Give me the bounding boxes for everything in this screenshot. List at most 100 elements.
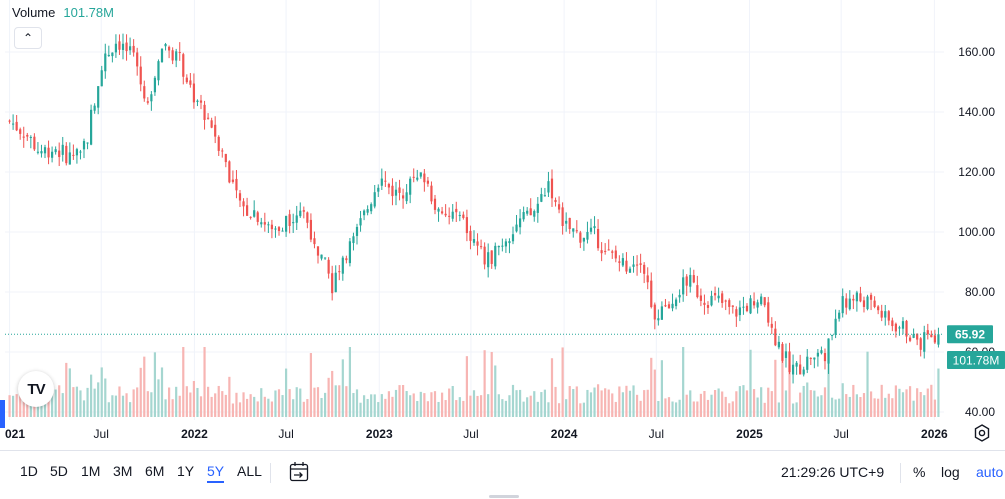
candle-body	[214, 124, 217, 137]
volume-bar	[8, 395, 11, 417]
candle-body	[852, 298, 855, 301]
candle-body	[178, 52, 181, 54]
candle-body	[341, 257, 344, 274]
x-tick-label: 2023	[366, 427, 393, 441]
candle-body	[189, 80, 192, 85]
range-1y-button[interactable]: 1Y	[177, 463, 195, 479]
candle-body	[795, 362, 798, 367]
range-5d-button[interactable]: 5D	[50, 463, 68, 479]
candle-body	[827, 338, 830, 364]
x-tick-label: 2026	[921, 427, 948, 441]
candle-body	[859, 293, 862, 302]
volume-bar	[377, 402, 380, 417]
calendar-goto-icon[interactable]	[289, 461, 309, 483]
range-5y-button[interactable]: 5Y	[207, 463, 225, 483]
candle-body	[791, 364, 795, 375]
candle-body	[855, 292, 858, 302]
volume-bar	[667, 397, 671, 417]
volume-bar	[674, 402, 678, 417]
log-toggle[interactable]: log	[941, 464, 960, 480]
volume-bar	[387, 391, 391, 417]
volume-bar	[614, 401, 617, 417]
volume-bar	[221, 391, 224, 417]
candle-body	[433, 198, 437, 210]
range-1d-button[interactable]: 1D	[20, 463, 38, 479]
volume-bar	[309, 353, 313, 417]
candle-body	[653, 304, 656, 320]
candle-body	[146, 101, 149, 103]
volume-bar	[235, 392, 238, 417]
settings-icon[interactable]	[973, 424, 991, 442]
candle-body	[348, 241, 352, 264]
collapse-legend-button[interactable]: ⌃	[14, 27, 42, 49]
volume-bar	[880, 384, 883, 417]
price-badge	[947, 325, 993, 344]
toolbar-divider	[270, 463, 271, 483]
candle-body	[249, 216, 252, 218]
percent-toggle[interactable]: %	[913, 464, 926, 480]
range-3m-button[interactable]: 3M	[113, 463, 133, 479]
range-1m-button[interactable]: 1M	[81, 463, 101, 479]
volume-bar	[526, 397, 529, 417]
volume-bar	[845, 394, 848, 417]
volume-bar	[320, 397, 323, 417]
volume-bar	[894, 385, 897, 417]
candle-body	[877, 306, 880, 311]
volume-bar	[795, 402, 798, 417]
tradingview-logo-icon[interactable]: TV	[18, 371, 54, 407]
candle-body	[479, 246, 483, 248]
volume-bar	[61, 393, 64, 417]
volume-bar	[745, 390, 749, 417]
candle-body	[526, 210, 529, 214]
candle-body	[504, 241, 508, 247]
range-6m-button[interactable]: 6M	[145, 463, 165, 479]
volume-bar	[841, 383, 844, 417]
candle-body	[306, 212, 309, 223]
candle-body	[838, 312, 841, 319]
candle-body	[93, 105, 96, 111]
left-scroll-handle[interactable]	[0, 400, 5, 428]
volume-bar	[426, 401, 430, 417]
volume-bar	[114, 395, 118, 417]
volume-bar	[206, 386, 210, 417]
candle-body	[894, 323, 897, 332]
volume-bar	[267, 398, 270, 417]
clock-readout[interactable]: 21:29:26 UTC+9	[781, 464, 885, 480]
volume-bar	[685, 394, 688, 417]
volume-bar	[299, 388, 302, 417]
resize-handle[interactable]	[489, 495, 519, 498]
candle-body	[118, 41, 121, 50]
volume-bar	[288, 389, 291, 417]
volume-bar	[820, 395, 823, 417]
volume-bar	[501, 399, 504, 417]
candle-body	[416, 177, 419, 180]
volume-bar	[689, 390, 692, 417]
candle-body	[36, 151, 40, 153]
volume-bar	[263, 396, 266, 417]
volume-bar	[189, 392, 192, 417]
volume-bar	[334, 385, 337, 417]
candle-body	[455, 208, 458, 213]
candle-body	[614, 250, 617, 259]
candle-body	[884, 311, 887, 318]
candle-body	[678, 294, 681, 298]
volume-bar	[68, 368, 71, 417]
volume-bar	[543, 389, 546, 417]
volume-bar	[231, 403, 235, 417]
price-chart[interactable]: 40.0060.0080.00100.00120.00140.00160.000…	[0, 0, 1005, 450]
candle-body	[167, 46, 171, 51]
volume-bar	[171, 399, 174, 417]
volume-bar	[561, 347, 564, 417]
candle-body	[660, 306, 663, 320]
volume-bar	[245, 398, 249, 417]
candle-body	[862, 300, 866, 307]
auto-toggle[interactable]: auto	[976, 464, 1004, 480]
candle-body	[816, 352, 819, 357]
volume-bar	[146, 391, 149, 417]
volume-bar	[916, 388, 919, 417]
range-all-button[interactable]: ALL	[237, 463, 262, 479]
volume-bar	[242, 392, 245, 417]
candle-body	[760, 296, 763, 305]
volume-bar	[185, 386, 188, 417]
